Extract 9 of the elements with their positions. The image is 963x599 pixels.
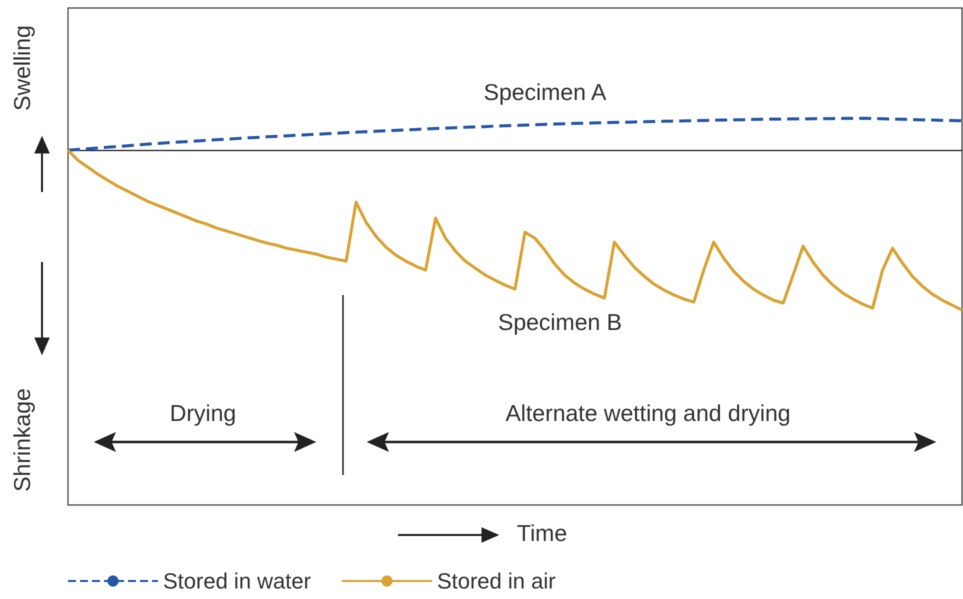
legend-label: Stored in air <box>436 568 556 594</box>
text: Shrinkage <box>9 388 35 492</box>
text: Alternate wetting and drying <box>505 400 791 426</box>
text: Swelling <box>9 25 35 111</box>
text: Drying <box>170 400 236 426</box>
legend-label: Stored in water <box>163 568 311 594</box>
annotation: Specimen B <box>498 309 622 335</box>
text: Time <box>516 520 568 546</box>
text: Specimen A <box>484 79 608 105</box>
